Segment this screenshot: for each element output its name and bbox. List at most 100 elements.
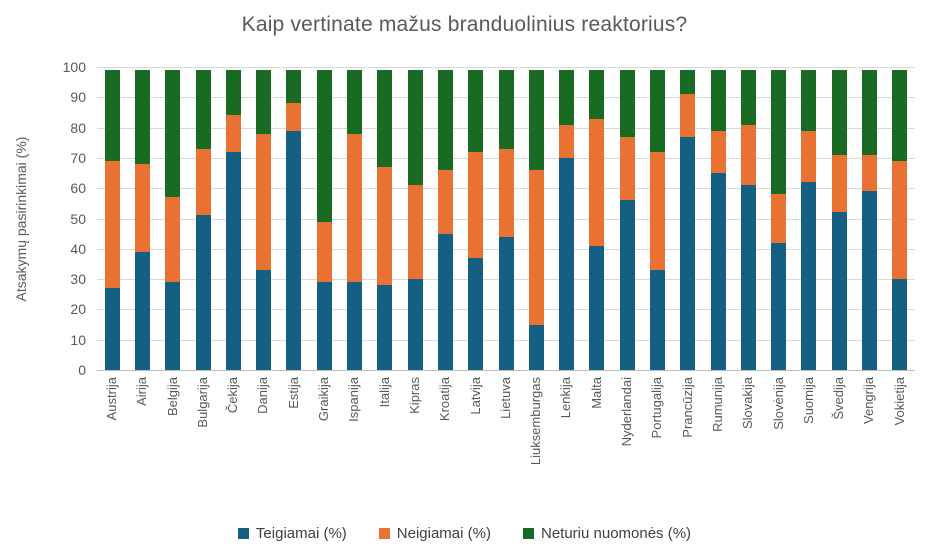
bar-segment-Estija-Teigiamai (%) xyxy=(286,130,302,370)
x-label-slot-Graikija: Graikija xyxy=(309,377,339,512)
bar-segment-Vengrija-Teigiamai (%) xyxy=(862,191,878,370)
bar-segment-Airija-Neturiu nuomonės (%) xyxy=(134,70,150,164)
y-tick-label-10: 10 xyxy=(70,331,86,348)
y-tick-label-20: 20 xyxy=(70,301,86,318)
x-label-Estija: Estija xyxy=(285,377,301,409)
legend-item-Neturiu nuomonės (%): Neturiu nuomonės (%) xyxy=(522,525,692,542)
bar-segment-Čekija-Neturiu nuomonės (%) xyxy=(225,70,241,116)
x-label-slot-Prancūzija: Prancūzija xyxy=(673,377,703,512)
bar-segment-Suomija-Teigiamai (%) xyxy=(801,182,817,370)
bar-segment-Nyderlandai-Teigiamai (%) xyxy=(619,200,635,370)
bar-series-container xyxy=(97,67,915,370)
stacked-bar-Danija xyxy=(256,70,272,370)
x-label-slot-Vengrija: Vengrija xyxy=(854,377,884,512)
bar-segment-Bulgarija-Teigiamai (%) xyxy=(195,215,211,370)
stacked-bar-Kipras xyxy=(407,70,423,370)
bar-segment-Austrija-Teigiamai (%) xyxy=(104,288,120,370)
bar-segment-Malta-Neturiu nuomonės (%) xyxy=(589,70,605,119)
x-label-Malta: Malta xyxy=(588,377,604,409)
bar-segment-Portugalija-Neturiu nuomonės (%) xyxy=(649,70,665,152)
bar-segment-Rumunija-Teigiamai (%) xyxy=(710,173,726,370)
x-label-slot-Švedija: Švedija xyxy=(824,377,854,512)
stacked-bar-Prancūzija xyxy=(680,70,696,370)
bar-segment-Malta-Neigiamai (%) xyxy=(589,118,605,246)
stacked-bar-Estija xyxy=(286,70,302,370)
x-label-Vokietija: Vokietija xyxy=(891,377,907,426)
bar-segment-Liuksemburgas-Teigiamai (%) xyxy=(528,324,544,370)
x-label-Ispanija: Ispanija xyxy=(346,377,362,422)
x-label-slot-Bulgarija: Bulgarija xyxy=(188,377,218,512)
bar-segment-Rumunija-Neturiu nuomonės (%) xyxy=(710,70,726,131)
bar-segment-Airija-Teigiamai (%) xyxy=(134,251,150,370)
y-tick-label-60: 60 xyxy=(70,180,86,197)
bar-segment-Švedija-Neturiu nuomonės (%) xyxy=(831,70,847,155)
bar-slot-Danija xyxy=(248,67,278,370)
y-tick-label-90: 90 xyxy=(70,89,86,106)
y-tick-label-0: 0 xyxy=(78,362,86,378)
bar-segment-Vengrija-Neigiamai (%) xyxy=(862,154,878,192)
x-label-Kipras: Kipras xyxy=(406,377,422,414)
bar-segment-Bulgarija-Neigiamai (%) xyxy=(195,148,211,216)
bar-segment-Bulgarija-Neturiu nuomonės (%) xyxy=(195,70,211,149)
x-label-Portugalija: Portugalija xyxy=(649,377,665,439)
bar-segment-Belgija-Neturiu nuomonės (%) xyxy=(165,70,181,198)
bar-segment-Lenkija-Neigiamai (%) xyxy=(559,124,575,158)
bar-segment-Portugalija-Neigiamai (%) xyxy=(649,151,665,271)
bar-segment-Liuksemburgas-Neturiu nuomonės (%) xyxy=(528,70,544,171)
bar-segment-Belgija-Neigiamai (%) xyxy=(165,197,181,283)
x-label-Slovėnija: Slovėnija xyxy=(770,377,786,430)
bar-segment-Kroatija-Neturiu nuomonės (%) xyxy=(437,70,453,171)
x-label-slot-Latvija: Latvija xyxy=(461,377,491,512)
legend-label: Neturiu nuomonės (%) xyxy=(540,525,692,542)
bar-slot-Liuksemburgas xyxy=(521,67,551,370)
x-label-Kroatija: Kroatija xyxy=(437,377,453,422)
x-label-slot-Danija: Danija xyxy=(248,377,278,512)
stacked-bar-Nyderlandai xyxy=(619,70,635,370)
bar-segment-Vokietija-Neigiamai (%) xyxy=(892,160,908,280)
bar-segment-Slovėnija-Neigiamai (%) xyxy=(771,194,787,243)
stacked-bar-Slovakija xyxy=(740,70,756,370)
bar-segment-Slovėnija-Teigiamai (%) xyxy=(771,242,787,370)
x-label-Čekija: Čekija xyxy=(225,377,241,414)
stacked-bar-Malta xyxy=(589,70,605,370)
bar-segment-Italija-Neturiu nuomonės (%) xyxy=(377,70,393,168)
stacked-bar-Rumunija xyxy=(710,70,726,370)
stacked-bar-Italija xyxy=(377,70,393,370)
legend-label: Neigiamai (%) xyxy=(396,525,491,542)
bar-segment-Kipras-Neigiamai (%) xyxy=(407,185,423,280)
bar-segment-Kipras-Neturiu nuomonės (%) xyxy=(407,70,423,186)
x-label-slot-Ispanija: Ispanija xyxy=(339,377,369,512)
bar-slot-Vengrija xyxy=(854,67,884,370)
bar-segment-Prancūzija-Neigiamai (%) xyxy=(680,94,696,137)
stacked-bar-Lenkija xyxy=(559,70,575,370)
x-label-slot-Vokietija: Vokietija xyxy=(885,377,915,512)
x-label-Vengrija: Vengrija xyxy=(861,377,877,424)
bar-slot-Lietuva xyxy=(491,67,521,370)
plot-area xyxy=(97,67,915,371)
x-label-slot-Estija: Estija xyxy=(279,377,309,512)
x-label-Liuksemburgas: Liuksemburgas xyxy=(528,377,544,466)
bar-segment-Vokietija-Neturiu nuomonės (%) xyxy=(892,70,908,161)
x-label-slot-Slovėnija: Slovėnija xyxy=(764,377,794,512)
bar-segment-Vengrija-Neturiu nuomonės (%) xyxy=(862,70,878,155)
legend-label: Teigiamai (%) xyxy=(255,525,347,542)
y-tick-label-80: 80 xyxy=(70,119,86,136)
bar-segment-Estija-Neigiamai (%) xyxy=(286,103,302,131)
legend-swatch-icon xyxy=(378,528,390,539)
stacked-bar-Belgija xyxy=(165,70,181,370)
bar-slot-Kipras xyxy=(400,67,430,370)
bar-segment-Nyderlandai-Neigiamai (%) xyxy=(619,136,635,201)
stacked-bar-Portugalija xyxy=(649,70,665,370)
x-label-Belgija: Belgija xyxy=(164,377,180,417)
bar-slot-Čekija xyxy=(218,67,248,370)
bar-segment-Nyderlandai-Neturiu nuomonės (%) xyxy=(619,70,635,137)
bar-slot-Italija xyxy=(370,67,400,370)
bar-segment-Austrija-Neigiamai (%) xyxy=(104,160,120,289)
stacked-bar-Airija xyxy=(134,70,150,370)
bar-slot-Portugalija xyxy=(642,67,672,370)
x-label-slot-Kroatija: Kroatija xyxy=(430,377,460,512)
stacked-bar-Liuksemburgas xyxy=(528,70,544,370)
bar-slot-Vokietija xyxy=(885,67,915,370)
x-label-Lietuva: Lietuva xyxy=(497,377,513,419)
x-label-Suomija: Suomija xyxy=(800,377,816,424)
